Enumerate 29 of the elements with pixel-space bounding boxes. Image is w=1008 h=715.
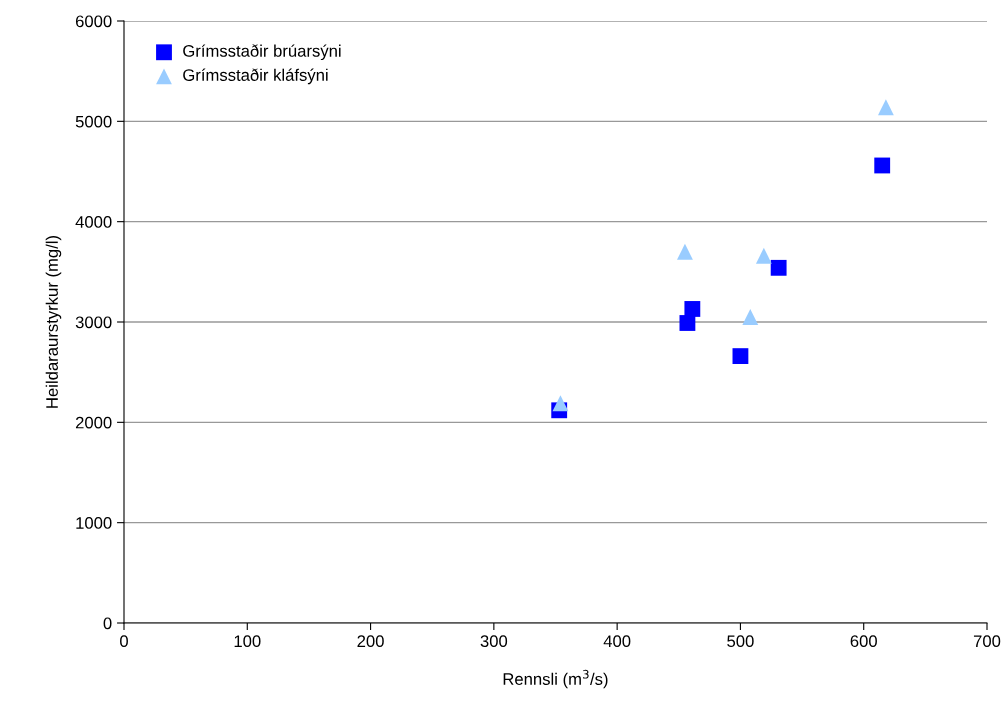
y-tick-label: 6000 [75, 15, 112, 28]
point [679, 315, 696, 331]
point [877, 99, 894, 116]
y-tick-label: 5000 [75, 115, 112, 128]
point [874, 157, 891, 174]
y-tick-label: 1000 [76, 517, 112, 529]
x-tick-label: 0 [120, 635, 128, 648]
point [552, 395, 569, 412]
point [742, 309, 759, 325]
x-tick-label: 700 [973, 635, 1001, 648]
point [684, 301, 701, 317]
y-tick-label: 2000 [75, 416, 112, 429]
legend-label: Grímsstaðir brúarsýni [183, 44, 341, 61]
point [732, 348, 749, 365]
x-tick-label: 100 [234, 635, 261, 648]
y-tick-label: 3000 [75, 316, 112, 329]
legend-label: Grímsstaðir kláfsýni [183, 68, 328, 85]
x-tick-label: 200 [357, 635, 384, 648]
y-tick-label: 4000 [75, 216, 112, 228]
y-axis-title: Heildaraurstyrkur (mg/l) [45, 235, 62, 408]
x-tick-label: 500 [727, 635, 754, 648]
point [677, 243, 693, 260]
point [755, 247, 772, 264]
y-tick-label: 0 [103, 617, 112, 630]
x-tick-label: 400 [603, 635, 631, 648]
x-tick-label: 600 [850, 635, 877, 648]
x-tick-label: 300 [480, 635, 508, 648]
point [770, 259, 787, 276]
x-axis-title: Rennsli (m$^{3}$/s) [503, 669, 608, 689]
